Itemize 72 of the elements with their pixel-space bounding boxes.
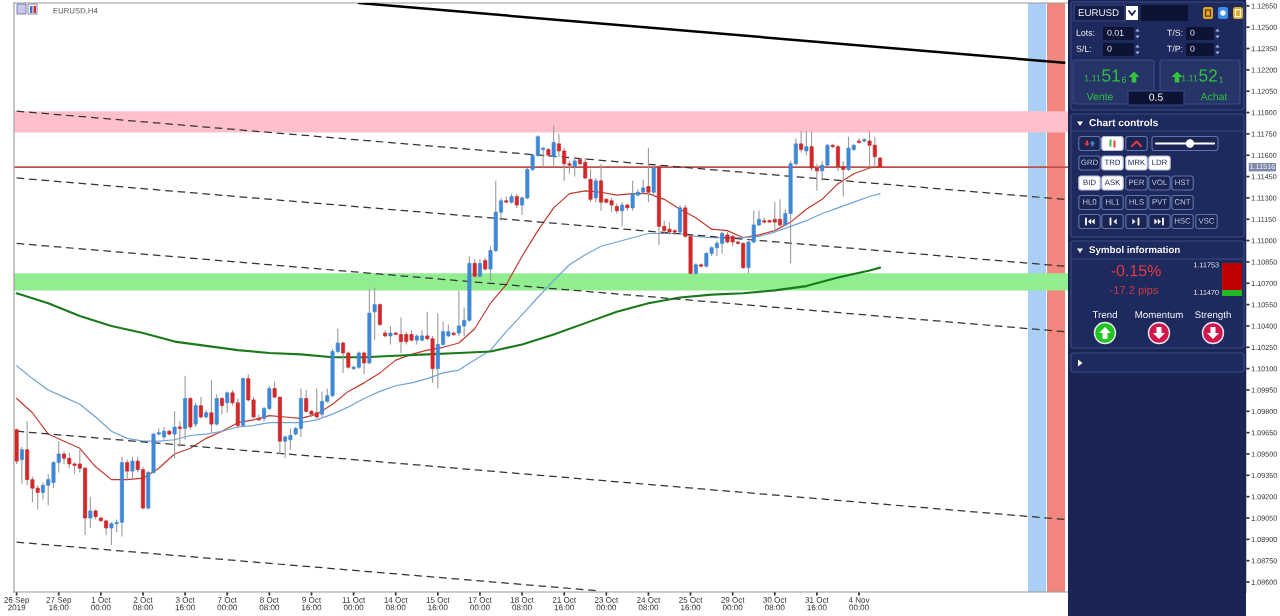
x-tick-label: 1 Oct 00:00 — [91, 597, 111, 611]
x-tick-label: 2 Oct 08:00 — [133, 597, 153, 611]
x-tick-label: 17 Oct 00:00 — [468, 597, 492, 611]
candlestick — [130, 456, 135, 481]
candlestick — [193, 402, 198, 428]
candlestick — [593, 177, 598, 203]
x-tick-label: 29 Oct 00:00 — [721, 597, 745, 611]
annotation: 1.11 — [1084, 75, 1101, 82]
candlestick — [804, 130, 809, 156]
x-tick-label: 21 Oct 16:00 — [552, 597, 576, 611]
x-tick-label: 27 Sep 16:00 — [46, 597, 72, 611]
annotation: 0 — [1190, 29, 1195, 36]
annotation: 0 — [1190, 45, 1195, 52]
x-tick-label: 30 Oct 08:00 — [763, 597, 787, 611]
candlestick — [477, 258, 482, 279]
x-tick-label: 9 Oct 16:00 — [302, 597, 322, 611]
annotation: Vente — [1086, 93, 1113, 101]
annotation: S/L: — [1076, 45, 1091, 52]
candlestick — [377, 302, 382, 327]
candlestick — [551, 124, 556, 168]
annotation: 0.5 — [1149, 93, 1163, 101]
x-tick-label: 26 Sep 2019 — [4, 597, 30, 611]
x-tick-label: 3 Oct 16:00 — [175, 597, 195, 611]
annotation: T/S: — [1167, 29, 1183, 36]
annotation: Lots: — [1076, 29, 1095, 36]
annotation: Strength — [1195, 310, 1231, 321]
x-tick-label: 8 Oct 08:00 — [259, 597, 280, 611]
candlestick — [620, 201, 625, 227]
candlestick — [19, 446, 24, 485]
annotation: -17.2 pips — [1110, 285, 1158, 297]
candlestick — [88, 496, 93, 529]
annotation: 52 — [1199, 69, 1217, 82]
annotation: 0 — [1107, 45, 1112, 52]
candlestick — [799, 130, 804, 153]
candlestick — [646, 147, 651, 203]
candlestick — [572, 156, 577, 178]
annotation: Momentum — [1135, 311, 1183, 319]
candlestick — [209, 379, 214, 434]
line-series — [16, 193, 881, 442]
x-tick-label: 25 Oct 16:00 — [679, 597, 703, 611]
x-tick-label: 31 Oct 16:00 — [805, 597, 829, 611]
candlestick — [225, 390, 230, 414]
line-series — [16, 166, 881, 481]
x-tick-label: 4 Nov 00:00 — [848, 597, 870, 611]
candlestick — [388, 325, 393, 346]
annotation: 1.11 — [1181, 75, 1198, 82]
annotation: Trend — [1092, 310, 1117, 319]
x-tick-label: 23 Oct 00:00 — [594, 597, 619, 611]
annotation: -0.15% — [1111, 264, 1161, 277]
candlestick — [177, 420, 182, 448]
annotation: EURUSD — [1078, 9, 1119, 17]
annotation: Chart controls — [1089, 118, 1158, 127]
candlestick — [472, 258, 477, 279]
x-tick-label: 15 Oct 16:00 — [426, 597, 450, 611]
candlestick — [857, 137, 862, 145]
x-tick-label: 14 Oct 08:00 — [384, 597, 408, 611]
candlestick — [219, 396, 224, 415]
x-tick-label: 11 Oct 00:00 — [342, 597, 366, 611]
candlestick — [372, 286, 377, 341]
x-tick-label: 24 Oct 08:00 — [636, 597, 661, 611]
annotation: T/P: — [1167, 45, 1183, 52]
candlestick — [125, 459, 130, 481]
x-tick-label: 18 Oct 08:00 — [510, 597, 534, 611]
annotation: 51 — [1102, 69, 1120, 82]
candlestick — [588, 168, 593, 203]
annotation: Symbol information — [1089, 245, 1180, 256]
annotation: Achat — [1200, 92, 1228, 101]
annotation: 6 — [1121, 76, 1127, 83]
x-tick-label: 7 Oct 00:00 — [217, 597, 237, 611]
annotation: 1 — [1219, 76, 1224, 83]
annotation: 0.01 — [1107, 29, 1124, 36]
candlestick — [172, 410, 177, 459]
